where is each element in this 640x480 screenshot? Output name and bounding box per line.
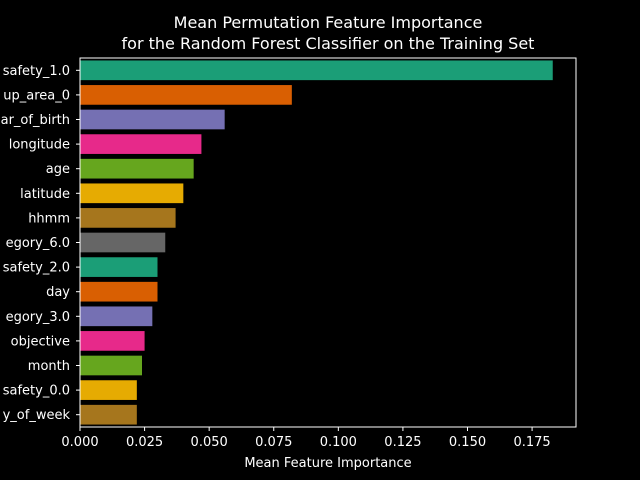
axes-frame	[79, 57, 577, 428]
bar	[80, 281, 158, 302]
chart-title: Mean Permutation Feature Importance	[174, 13, 483, 32]
x-tick-label: 0.025	[126, 435, 163, 450]
bar	[80, 183, 184, 204]
x-axis-ticks: 0.000 0.025 0.050 0.075 0.100 0.125 0.150 0.175	[61, 427, 551, 450]
y-tick-label: egory_6.0	[6, 236, 70, 251]
bar	[80, 85, 292, 105]
y-tick-label: month	[28, 359, 70, 374]
y-tick-label: safety_0.0	[3, 384, 70, 399]
x-tick-label: 0.075	[255, 435, 292, 450]
x-tick-label: 0.150	[449, 435, 486, 450]
y-axis-ticks: safety_1.0 up_area_0 ar_of_birth longitude a…	[1, 64, 80, 423]
x-tick-label: 0.050	[191, 435, 228, 450]
bar	[80, 306, 153, 327]
bars	[80, 60, 553, 425]
x-tick-label: 0.175	[513, 435, 550, 450]
y-tick-label: up_area_0	[3, 88, 70, 103]
bar	[80, 208, 176, 228]
y-tick-label: egory_3.0	[6, 310, 70, 325]
y-tick-label: latitude	[20, 187, 70, 202]
bar	[80, 355, 142, 376]
y-tick-label: longitude	[9, 138, 70, 153]
bar	[80, 158, 194, 179]
bar	[80, 380, 137, 400]
bar	[80, 60, 553, 81]
bar	[80, 257, 158, 277]
y-tick-label: safety_2.0	[3, 261, 70, 276]
y-tick-label: objective	[11, 334, 70, 349]
y-tick-label: y_of_week	[3, 408, 71, 423]
y-tick-label: age	[46, 162, 70, 177]
y-tick-label: ar_of_birth	[1, 113, 70, 128]
bar	[80, 232, 166, 253]
x-axis-label: Mean Feature Importance	[244, 456, 411, 471]
bar	[80, 404, 137, 425]
chart-subtitle: for the Random Forest Classifier on the …	[122, 34, 535, 53]
bar	[80, 331, 145, 351]
bar	[80, 134, 202, 154]
y-tick-label: day	[46, 285, 70, 300]
x-tick-label: 0.125	[384, 435, 421, 450]
y-tick-label: safety_1.0	[3, 64, 70, 79]
bar	[80, 109, 225, 130]
x-tick-label: 0.100	[320, 435, 357, 450]
y-tick-label: hhmm	[28, 211, 70, 226]
x-tick-label: 0.000	[61, 435, 98, 450]
